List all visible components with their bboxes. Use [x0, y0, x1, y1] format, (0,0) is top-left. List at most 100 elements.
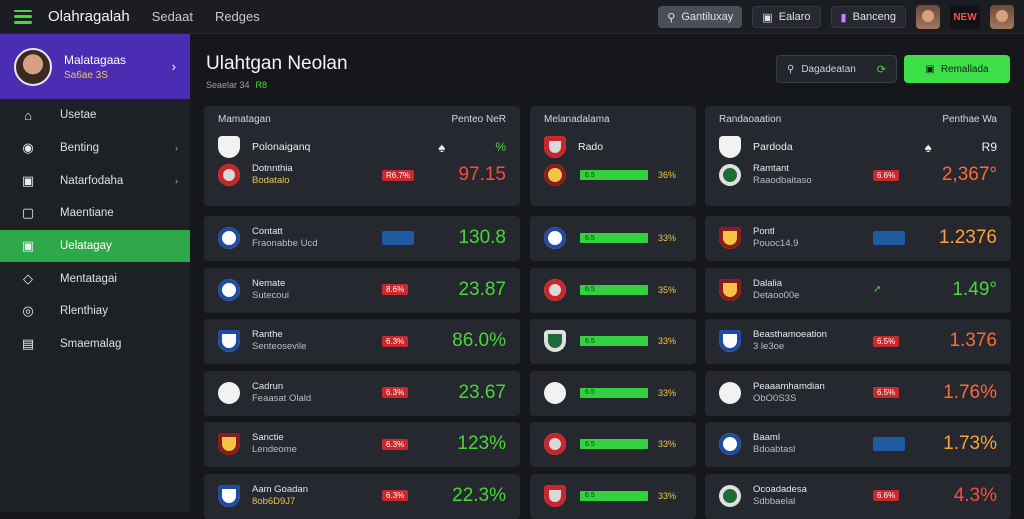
team-name: Cadrun: [252, 380, 284, 392]
team-name: Nemate: [252, 277, 286, 289]
sidebar-item-label: Uelatagay: [60, 240, 112, 253]
match-card[interactable]: Aam Goadan 8ob6D9J7 6.3% 22.3%: [204, 473, 520, 519]
match-card[interactable]: Ocoadadesa Sdbbaelal 6.6% 4.3%: [705, 473, 1011, 519]
header-value: %: [495, 140, 506, 154]
chevron-right-icon[interactable]: ›: [171, 59, 176, 74]
odds-value[interactable]: 23.87: [458, 278, 506, 300]
odds-value[interactable]: 123%: [457, 433, 506, 454]
sidebar-item-0[interactable]: ⌂ Usetae: [0, 99, 190, 132]
match-card[interactable]: Baaml Bdoabtasl 1.73%: [705, 422, 1011, 467]
team-name[interactable]: Polonaiganq: [252, 141, 311, 153]
match-card[interactable]: Dalalia Detaoo00e ➚ 1.49°: [705, 267, 1011, 313]
team-crest-icon: [719, 330, 741, 352]
match-card[interactable]: 6.5 33%: [530, 473, 696, 519]
team-crest-icon: [218, 136, 240, 158]
progress-bar: 6.5: [580, 170, 648, 180]
sidebar-item-2[interactable]: ▣ Natarfodaha ›: [0, 164, 190, 197]
team-crest-icon: [719, 227, 741, 249]
match-card[interactable]: Pontl Pouoc14.9 1.2376: [705, 216, 1011, 261]
top-search-button[interactable]: ⚲ Gantiluxay: [658, 6, 743, 28]
match-card[interactable]: Nemate Sutecoui 8.6% 23.87: [204, 267, 520, 313]
sidebar-item-4[interactable]: ▣ Uelatagay: [0, 229, 190, 263]
tag-icon: ◇: [23, 270, 33, 286]
odds-value[interactable]: 4.3%: [953, 484, 997, 506]
team-crest-icon: [218, 227, 240, 249]
table-row: 6.5 35%: [544, 278, 682, 302]
sidebar-item-7[interactable]: ▤ Smaemalag: [0, 328, 190, 361]
chevron-right-icon: ›: [175, 175, 178, 186]
match-card[interactable]: Ranthe Senteosevile 6.3% 86.0%: [204, 319, 520, 364]
odds-value[interactable]: 23.67: [458, 381, 506, 403]
team-name[interactable]: Rado: [578, 141, 604, 153]
match-card[interactable]: Cadrun Feaasat Olald 6.3% 23.67: [204, 370, 520, 416]
status-badge: 6.5%: [873, 335, 900, 347]
odds-value[interactable]: 1.2376: [938, 227, 997, 248]
brand-title[interactable]: Olahragalah: [48, 8, 130, 25]
sidebar-item-3[interactable]: ▢ Maentiane: [0, 197, 190, 230]
odds-value[interactable]: 22.3%: [452, 484, 506, 506]
table-row: 6.5 33%: [544, 432, 682, 456]
odds-value[interactable]: 97.15: [458, 164, 506, 185]
odds-value[interactable]: 86.0%: [452, 330, 506, 351]
sidebar-item-label: Maentiane: [60, 207, 114, 220]
profile-avatar: [14, 47, 52, 86]
odds-value[interactable]: 1.49°: [952, 278, 997, 300]
odds-value[interactable]: 1.376: [949, 330, 997, 351]
progress-bar-label: 6.5: [585, 440, 595, 448]
match-card[interactable]: Sanctie Lendeome 6.3% 123%: [204, 422, 520, 467]
odds-value[interactable]: 1.73%: [943, 433, 997, 454]
profile-sub: Sa6ae 3S: [64, 69, 108, 81]
progress-bar: 6.5: [580, 233, 648, 243]
match-card[interactable]: 6.5 35%: [530, 267, 696, 313]
user-avatar[interactable]: [916, 5, 940, 29]
sidebar-item-label: Natarfodaha: [60, 174, 124, 187]
progress-bar: 6.5: [580, 284, 648, 295]
location-icon: ◎: [22, 303, 34, 319]
progress-bar: 6.5: [580, 336, 648, 346]
user-avatar-2[interactable]: [990, 5, 1014, 29]
profile-card[interactable]: Malatagaas Sa6ae 3S ›: [0, 34, 190, 99]
team-name[interactable]: Pardoda: [753, 141, 793, 153]
table-row: Dalalia Detaoo00e ➚ 1.49°: [719, 278, 997, 302]
match-card[interactable]: 6.5 33%: [530, 319, 696, 364]
primary-action-label: Remallada: [940, 63, 989, 75]
status-badge: 6.6%: [873, 169, 900, 181]
progress-bar-label: 6.5: [585, 337, 595, 345]
screen-icon: ▢: [21, 205, 35, 221]
top-button-1[interactable]: ▣ Ealaro: [752, 6, 821, 28]
odds-value[interactable]: 130.8: [458, 227, 506, 248]
filter-search-input[interactable]: ⚲ Dagadeatan ⟳: [776, 55, 897, 83]
sidebar-item-label: Smaemalag: [60, 338, 122, 351]
percent-value: 33%: [658, 233, 677, 243]
match-card[interactable]: 6.5 33%: [530, 422, 696, 467]
match-card[interactable]: Beasthamoeation 3 le3oe 6.5% 1.376: [705, 319, 1011, 364]
progress-bar-label: 6.5: [585, 171, 595, 179]
page-subtitle: Seaelar 34 R8: [206, 80, 267, 90]
team-crest-icon: [719, 164, 741, 186]
team-crest-icon: [544, 278, 566, 301]
team-name: Ranthe: [252, 329, 283, 340]
odds-value[interactable]: 2,367°: [941, 164, 997, 185]
status-badge: 6.5%: [873, 387, 900, 398]
top-link-2[interactable]: Redges: [214, 9, 260, 24]
match-card[interactable]: Contatt Fraonabbe Ucd 130.8: [204, 216, 520, 261]
team-name: Pontl: [753, 226, 775, 237]
match-card[interactable]: 6.5 33%: [530, 216, 696, 261]
table-row: 6.5 33%: [544, 329, 682, 353]
match-card[interactable]: Peaaamhamdian ObO0S3S 6.5% 1.76%: [705, 370, 1011, 416]
sidebar-item-5[interactable]: ◇ Mentatagai: [0, 262, 190, 295]
primary-action-button[interactable]: ▣ Remallada: [904, 55, 1010, 83]
table-row: Ranthe Senteosevile 6.3% 86.0%: [218, 329, 506, 353]
sidebar-item-6[interactable]: ◎ Rlenthiay: [0, 295, 190, 328]
team-subtitle: Senteosevile: [252, 341, 307, 352]
top-button-2[interactable]: ▮ Banceng: [830, 6, 906, 28]
sidebar-item-1[interactable]: ◉ Benting ›: [0, 132, 190, 165]
menu-icon[interactable]: [14, 9, 32, 24]
team-crest-icon: [218, 381, 240, 404]
table-row: Nemate Sutecoui 8.6% 23.87: [218, 278, 506, 302]
team-name: Dotnnthia: [252, 163, 293, 174]
odds-value[interactable]: 1.76%: [943, 381, 997, 403]
top-link-1[interactable]: Sedaat: [151, 9, 193, 24]
match-card[interactable]: 6.5 33%: [530, 370, 696, 416]
team-crest-icon: [544, 381, 566, 404]
